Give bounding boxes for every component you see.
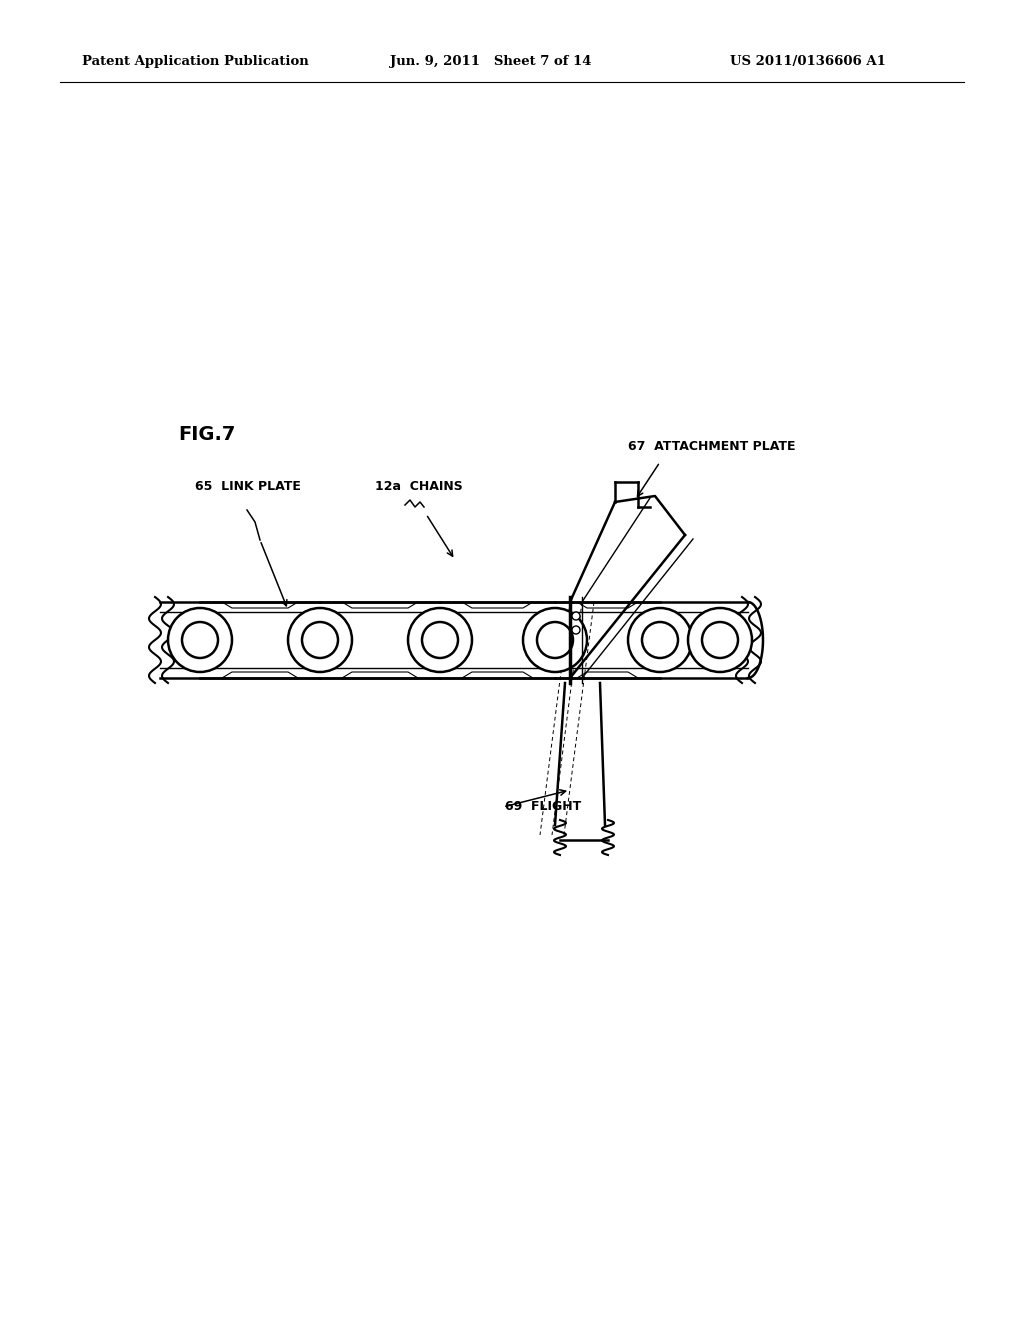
Text: 12a  CHAINS: 12a CHAINS	[375, 480, 463, 492]
Text: FIG.7: FIG.7	[178, 425, 236, 444]
Circle shape	[702, 622, 738, 657]
Circle shape	[422, 622, 458, 657]
Text: 69  FLIGHT: 69 FLIGHT	[505, 800, 582, 813]
Circle shape	[628, 609, 692, 672]
Circle shape	[182, 622, 218, 657]
Circle shape	[642, 622, 678, 657]
Circle shape	[302, 622, 338, 657]
Text: US 2011/0136606 A1: US 2011/0136606 A1	[730, 55, 886, 69]
Circle shape	[572, 612, 580, 620]
Circle shape	[688, 609, 752, 672]
Circle shape	[168, 609, 232, 672]
Text: 65  LINK PLATE: 65 LINK PLATE	[195, 480, 301, 492]
Text: Patent Application Publication: Patent Application Publication	[82, 55, 309, 69]
Text: 67  ATTACHMENT PLATE: 67 ATTACHMENT PLATE	[628, 440, 796, 453]
Circle shape	[288, 609, 352, 672]
Circle shape	[572, 626, 580, 634]
Circle shape	[408, 609, 472, 672]
Text: Jun. 9, 2011   Sheet 7 of 14: Jun. 9, 2011 Sheet 7 of 14	[390, 55, 592, 69]
Circle shape	[523, 609, 587, 672]
Circle shape	[537, 622, 573, 657]
